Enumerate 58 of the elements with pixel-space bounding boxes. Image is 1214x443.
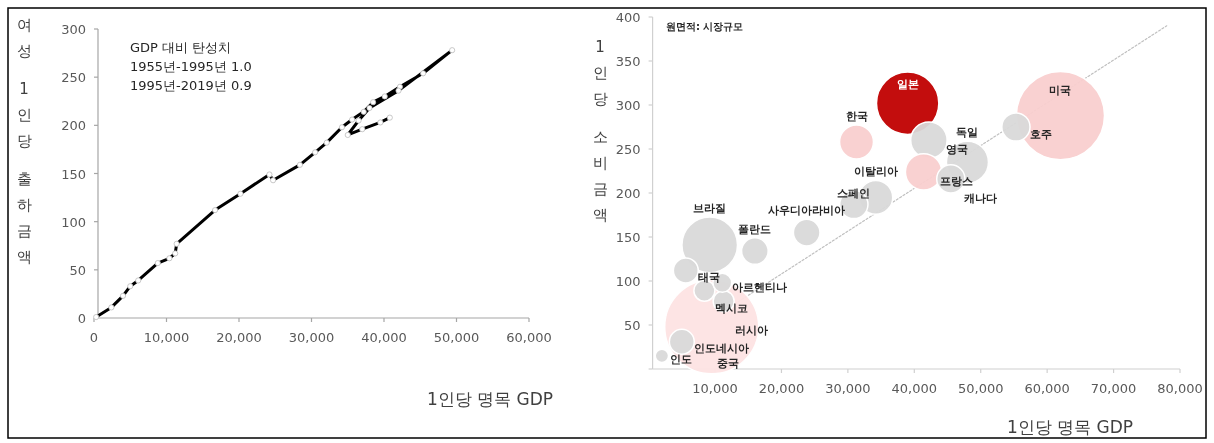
annotation: 독일 bbox=[956, 126, 979, 140]
x-tick-label: 30,000 bbox=[288, 330, 335, 345]
y-tick-label: 350 bbox=[615, 54, 641, 69]
x-tick-label: 0 bbox=[89, 330, 99, 345]
y-tick-label: 250 bbox=[61, 70, 86, 86]
x-tick-label: 80,000 bbox=[1157, 381, 1203, 396]
annotation: 인도 bbox=[669, 353, 692, 367]
y-tick-label: 50 bbox=[69, 262, 86, 278]
x-tick-label: 30,000 bbox=[825, 381, 871, 396]
annotation: 호주 bbox=[1029, 128, 1052, 142]
annotation: 러시아 bbox=[734, 324, 768, 338]
annotation: 영국 bbox=[945, 143, 968, 157]
annotation: 일본 bbox=[896, 77, 919, 91]
y-tick-label: 250 bbox=[615, 142, 641, 157]
annotation: 프랑스 bbox=[940, 174, 974, 188]
annotation: 미국 bbox=[1049, 83, 1072, 97]
x-tick-label: 40,000 bbox=[361, 330, 407, 345]
x-tick-label: 70,000 bbox=[1090, 381, 1137, 396]
annotation: GDP 대비 탄성치 bbox=[130, 40, 232, 55]
x-tick-label: 50,000 bbox=[433, 330, 480, 345]
annotation: 아르헨티나 bbox=[732, 281, 788, 295]
x-tick-label: 40,000 bbox=[891, 381, 938, 396]
y-tick-label: 200 bbox=[615, 186, 641, 201]
x-tick-label: 60,000 bbox=[1024, 381, 1070, 396]
annotation: 이탈리아 bbox=[853, 165, 898, 179]
annotation: 태국 bbox=[698, 270, 721, 284]
y-tick-label: 300 bbox=[61, 22, 86, 37]
annotation: 한국 bbox=[845, 110, 868, 124]
annotation: 1995년-2019년 0.9 bbox=[130, 78, 252, 93]
text: 1인당 소비금액 bbox=[592, 38, 608, 224]
x-tick-label: 50,000 bbox=[957, 381, 1004, 396]
annotation: 폴란드 bbox=[738, 222, 772, 236]
y-tick-label: 400 bbox=[615, 10, 641, 25]
y-tick-label: 300 bbox=[615, 98, 641, 113]
y-tick-label: 100 bbox=[61, 214, 86, 230]
x-axis-title: 1인당 명목 GDP bbox=[426, 389, 554, 409]
y-tick-label: 0 bbox=[77, 311, 86, 326]
y-tick-label: 100 bbox=[615, 274, 641, 289]
x-axis-title: 1인당 명목 GDP bbox=[1006, 417, 1134, 437]
annotation: 스페인 bbox=[837, 187, 871, 201]
text: 여성 1인당 출하금액 bbox=[16, 16, 32, 266]
x-tick-label: 20,000 bbox=[216, 330, 262, 345]
annotation: 중국 bbox=[717, 357, 740, 371]
y-tick-label: 150 bbox=[61, 166, 86, 182]
x-tick-label: 10,000 bbox=[692, 381, 738, 396]
x-tick-label: 20,000 bbox=[758, 381, 805, 396]
x-tick-label: 10,000 bbox=[143, 330, 190, 345]
annotation: 인도네시아 bbox=[694, 341, 750, 355]
y-tick-label: 200 bbox=[61, 118, 86, 134]
annotation: 캐나다 bbox=[963, 191, 998, 205]
x-tick-label: 60,000 bbox=[506, 330, 552, 345]
y-tick-label: 50 bbox=[624, 318, 641, 333]
annotation: 원면적: 시장규모 bbox=[666, 21, 744, 32]
y-tick-label: 150 bbox=[615, 230, 641, 245]
annotation: 사우디아라비아 bbox=[768, 204, 846, 218]
annotation: 브라질 bbox=[693, 202, 727, 216]
annotation: 1955년-1995년 1.0 bbox=[130, 59, 252, 74]
annotation: 멕시코 bbox=[715, 301, 749, 315]
